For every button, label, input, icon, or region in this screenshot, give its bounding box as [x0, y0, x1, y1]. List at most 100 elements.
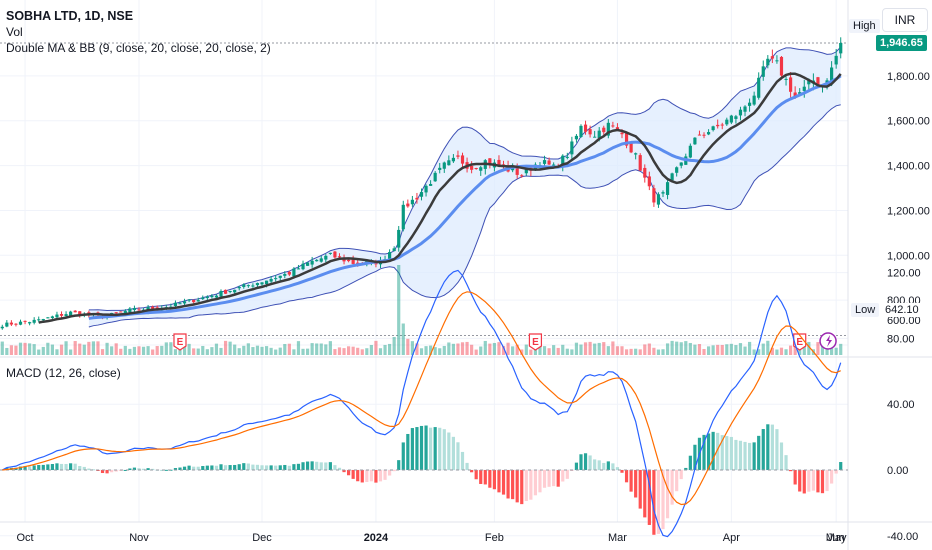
candle [456, 150, 460, 160]
high-tag: High [849, 19, 880, 33]
volume-bar [315, 343, 319, 355]
candle-body [187, 299, 191, 301]
candle [447, 155, 451, 166]
ma-fast-line [38, 72, 842, 324]
candle [752, 91, 756, 106]
histogram-bar [583, 453, 588, 470]
candle-body [324, 255, 328, 260]
volume-bar [542, 346, 547, 355]
volume-bar [205, 349, 209, 355]
macd-legend[interactable]: MACD (12, 26, close) [6, 366, 121, 380]
candle [73, 310, 77, 313]
candle-body [688, 145, 692, 158]
histogram-bar [146, 468, 150, 470]
candle [729, 114, 733, 125]
candle [706, 129, 711, 136]
volume-bar [210, 347, 214, 355]
volume-bar [146, 346, 150, 355]
volume-bar [346, 346, 351, 355]
candle-body [205, 296, 209, 299]
candle-body [643, 167, 647, 178]
volume-bar [401, 323, 405, 355]
candle [757, 72, 761, 100]
histogram-bar [542, 470, 547, 488]
candle [761, 60, 765, 81]
candle [547, 157, 551, 166]
volume-bar [310, 343, 314, 355]
volume-bar [483, 340, 487, 355]
candle [665, 180, 670, 200]
volume-bar [192, 348, 196, 355]
currency-button[interactable]: INR [882, 8, 928, 32]
volume-bar [679, 342, 683, 355]
volume-bar [169, 342, 173, 355]
candle [743, 105, 747, 117]
candle [652, 184, 656, 207]
candle-body [137, 309, 141, 311]
candle [310, 256, 314, 268]
histogram-bar [474, 470, 478, 480]
volume-bar [820, 341, 825, 355]
histogram-bar [579, 454, 583, 470]
volume-bar [529, 349, 533, 355]
candle [775, 55, 779, 64]
volume-bar [488, 343, 492, 355]
candle-body [593, 136, 597, 138]
symbol-title[interactable]: SOBHA LTD, 1D, NSE [6, 9, 134, 23]
volume-bar [419, 348, 424, 355]
histogram-bar [328, 462, 332, 470]
price-tick-label: 1,000.00 [887, 250, 930, 262]
candle [137, 307, 141, 311]
macd-tick-label: 40.00 [887, 399, 915, 411]
histogram-bar [287, 465, 291, 470]
candle-body [702, 134, 706, 136]
volume-bar [141, 346, 146, 355]
histogram-bar [337, 467, 342, 470]
volume-bar [410, 341, 414, 355]
histogram-bar [69, 463, 73, 470]
price-tick-label: 1,600.00 [887, 116, 930, 128]
volume-legend[interactable]: Vol [6, 25, 23, 39]
histogram-bar [114, 470, 118, 472]
histogram-bar [369, 470, 373, 482]
candle-body [210, 295, 214, 298]
candle [406, 199, 410, 208]
candle [196, 297, 200, 302]
candle-body [542, 160, 547, 164]
candle-body [397, 229, 401, 248]
volume-bar [643, 344, 647, 355]
earnings-label: E [177, 337, 184, 348]
bollinger-lower [88, 104, 841, 328]
candle [46, 317, 50, 319]
volume-bar [260, 346, 264, 355]
candle-body [119, 311, 123, 313]
volume-bar [337, 347, 342, 355]
histogram-bar [734, 439, 738, 470]
volume-bar [328, 341, 332, 355]
candle [315, 259, 319, 262]
volume-bar [164, 342, 168, 355]
candle-body [69, 311, 73, 316]
histogram-bar [465, 462, 469, 470]
candle [228, 290, 232, 294]
histogram-bar [315, 461, 319, 470]
volume-bar [524, 344, 528, 355]
histogram-bar [670, 470, 674, 505]
candle [789, 72, 793, 98]
histogram-bar [620, 470, 624, 473]
volume-bar [397, 265, 401, 355]
histogram-bar [747, 442, 752, 470]
volume-bar [442, 345, 446, 355]
indicator-legend[interactable]: Double MA & BB (9, close, 20, close, 20,… [6, 41, 271, 55]
volume-bar [501, 345, 506, 355]
volume-bar [50, 344, 54, 355]
candle-body [789, 77, 793, 92]
histogram-bar [296, 463, 301, 470]
price-tick-label: 1,200.00 [887, 205, 930, 217]
histogram-bar [82, 466, 86, 470]
earnings-marker: E [528, 333, 543, 351]
histogram-bar [274, 465, 278, 470]
candle [233, 289, 237, 294]
volume-bar [251, 347, 255, 355]
